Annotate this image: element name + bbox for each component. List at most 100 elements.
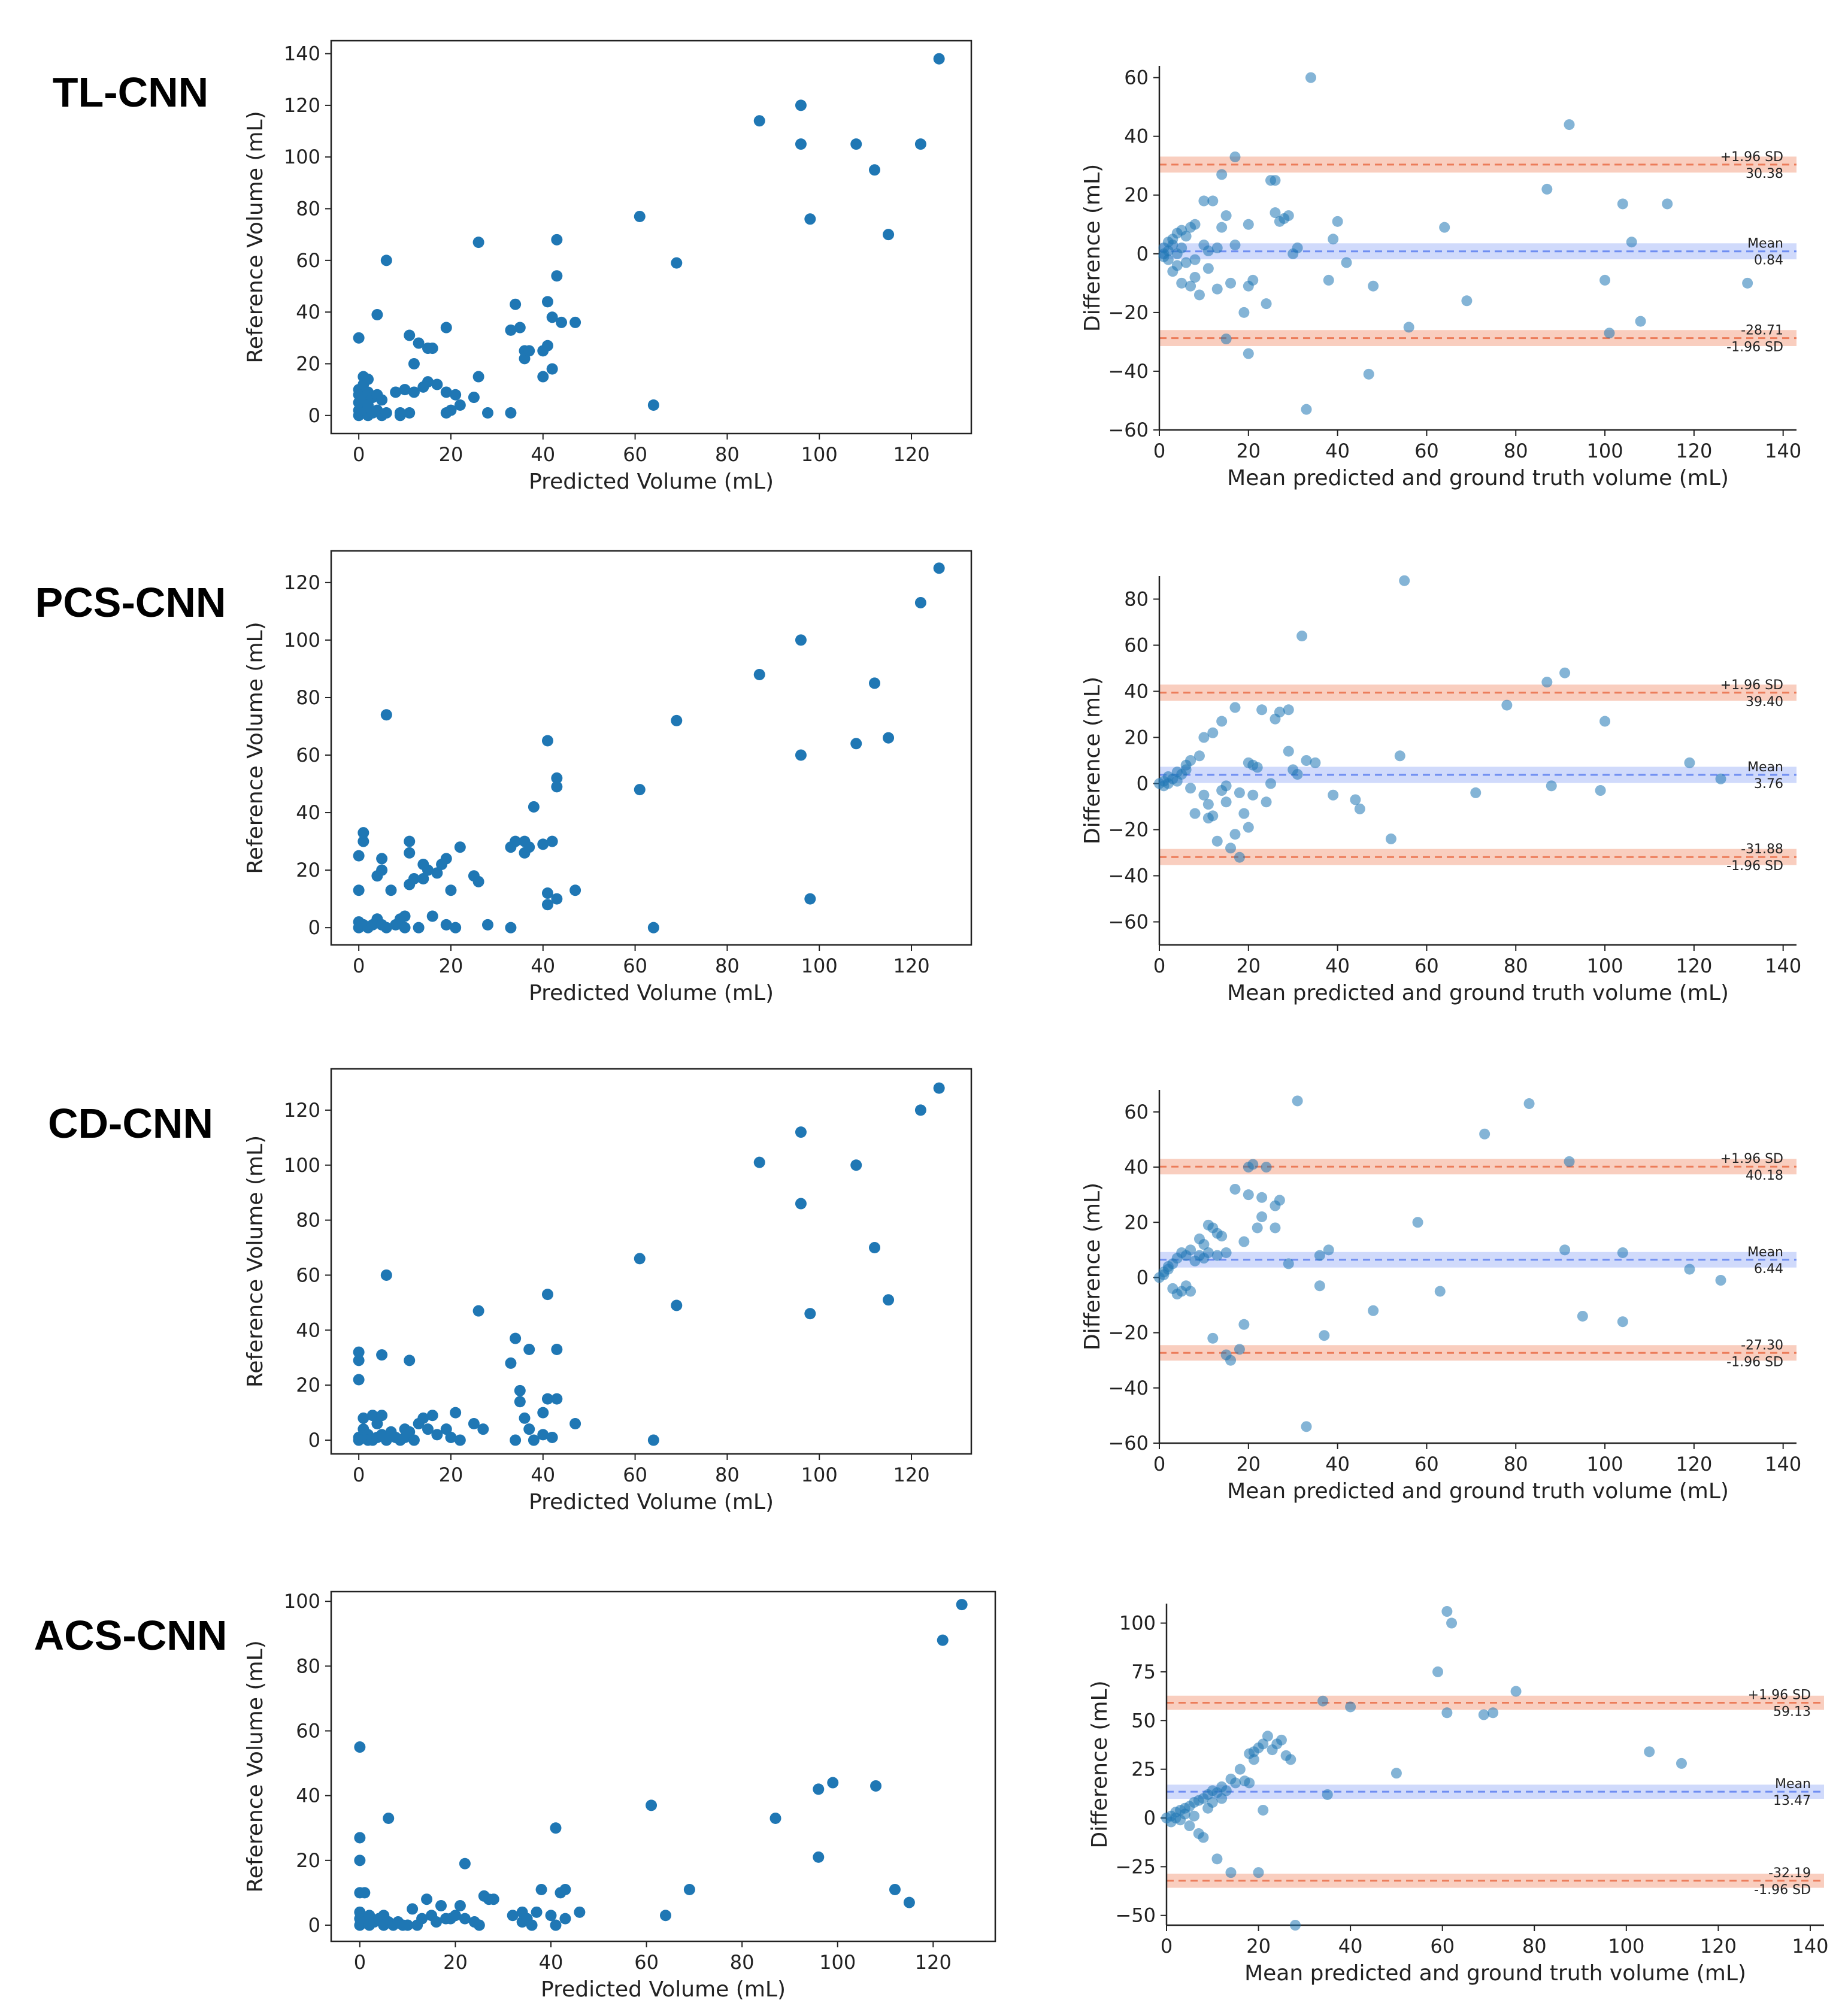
acs-ba-data-point <box>1184 1820 1195 1832</box>
pcs-scatter-data-point <box>850 738 862 750</box>
pcs-ba-x-axis-label: Mean predicted and ground truth volume (… <box>1227 981 1729 1005</box>
cd-ba-data-point <box>1270 1222 1281 1234</box>
tl-scatter-data-point <box>450 389 462 401</box>
cd-ba-data-point <box>1559 1244 1571 1256</box>
pcs-ba-data-point <box>1546 780 1557 792</box>
tl-scatter-data-point <box>537 371 549 383</box>
acs-scatter-data-point <box>459 1913 471 1925</box>
tl-scatter-xtick-label: 100 <box>801 443 838 466</box>
tl-ba-ytick-label: 0 <box>1137 243 1149 265</box>
pcs-ba-data-point <box>1265 778 1277 789</box>
tl-ba-data-point <box>1220 210 1232 222</box>
cd-scatter-ytick-label: 60 <box>296 1263 320 1286</box>
tl-ba-data-point <box>1283 210 1294 222</box>
tl-ba-data-point <box>1599 274 1611 286</box>
tl-ba-mean-label: Mean <box>1747 237 1783 252</box>
pcs-ba-xtick-label: 0 <box>1153 955 1165 977</box>
pcs-ba-data-point <box>1501 699 1513 711</box>
cd-scatter-xtick-label: 20 <box>439 1463 463 1486</box>
acs-scatter-data-point <box>507 1910 519 1922</box>
pcs-cnn-bland-altman-plot: +1.96 SD 39.40 Mean 3.76 -31.88 -1.96 SD 0 20 40… <box>1080 575 1801 1005</box>
acs-ba-data-point <box>1441 1707 1453 1719</box>
cd-ba-data-point <box>1292 1095 1303 1107</box>
cd-scatter-data-point <box>408 1434 420 1446</box>
acs-scatter-data-point <box>770 1813 781 1825</box>
tl-ba-data-point <box>1216 222 1228 233</box>
acs-ba-data-point <box>1289 1920 1301 1931</box>
pcs-scatter-data-point <box>671 714 683 726</box>
tl-scatter-data-point <box>413 337 425 349</box>
pcs-ba-data-point <box>1541 677 1553 688</box>
tl-ba-data-point <box>1189 272 1201 283</box>
tl-scatter-data-point <box>523 345 535 357</box>
tl-ba-data-point <box>1171 260 1183 271</box>
acs-scatter-xtick-label: 40 <box>539 1951 564 1974</box>
cd-ba-data-point <box>1274 1195 1285 1206</box>
pcs-ba-data-point <box>1310 757 1321 768</box>
tl-ba-lower-loa-value: -28.71 <box>1741 323 1783 338</box>
tl-scatter-data-point <box>514 322 526 334</box>
cd-ba-data-point <box>1368 1305 1379 1316</box>
pcs-ba-ytick-label: −20 <box>1108 819 1149 841</box>
tl-scatter-data-point <box>404 407 416 419</box>
cd-scatter-ytick-label: 40 <box>296 1319 320 1341</box>
cd-ba-data-point <box>1185 1244 1196 1256</box>
tl-scatter-data-point <box>371 308 383 320</box>
tl-scatter-data-point <box>426 343 438 354</box>
cd-ba-xtick-label: 100 <box>1587 1453 1623 1475</box>
pcs-scatter-data-point <box>385 884 397 896</box>
pcs-scatter-data-point <box>353 884 365 896</box>
pcs-ba-data-point <box>1256 704 1268 716</box>
tl-scatter-xtick-label: 40 <box>531 443 555 466</box>
acs-cnn-scatter-plot: 0 20 40 60 80 100 120 0 20 40 60 80 100 Predicted Vol… <box>243 1590 996 2002</box>
tl-ba-data-point <box>1216 169 1228 180</box>
tl-ba-data-point <box>1193 289 1205 301</box>
pcs-scatter-data-point <box>634 784 646 796</box>
pcs-ba-data-point <box>1185 755 1196 766</box>
pcs-scatter-data-point <box>380 922 392 934</box>
tl-scatter-data-point <box>510 298 522 310</box>
tl-scatter-data-point <box>454 399 466 411</box>
tl-ba-data-point <box>1176 277 1187 289</box>
tl-ba-data-point <box>1238 307 1250 318</box>
acs-ba-mean-value: 13.47 <box>1773 1793 1811 1808</box>
cd-ba-x-axis-label: Mean predicted and ground truth volume (… <box>1227 1479 1729 1504</box>
acs-ba-data-point <box>1317 1695 1329 1707</box>
tl-scatter-data-point <box>422 376 434 388</box>
acs-scatter-data-point <box>545 1910 557 1922</box>
cd-scatter-data-point <box>404 1355 416 1366</box>
acs-scatter-data-point <box>646 1799 658 1811</box>
acs-scatter-data-point <box>421 1893 433 1905</box>
cd-ba-ytick-label: 60 <box>1124 1101 1149 1123</box>
pcs-scatter-data-point <box>426 910 438 922</box>
acs-scatter-y-axis-label: Reference Volume (mL) <box>243 1640 268 1892</box>
cd-scatter-xtick-label: 100 <box>801 1463 838 1486</box>
tl-ba-data-point <box>1243 219 1254 230</box>
pcs-ba-xtick-label: 120 <box>1676 955 1712 977</box>
acs-scatter-xtick-label: 80 <box>730 1951 755 1974</box>
tl-ba-data-point <box>1461 295 1473 307</box>
tl-ba-data-point <box>1211 243 1223 253</box>
acs-ba-data-point <box>1230 1777 1241 1789</box>
pcs-scatter-data-point <box>546 835 558 847</box>
acs-scatter-ytick-label: 100 <box>284 1590 320 1613</box>
acs-scatter-xtick-label: 0 <box>354 1951 366 1974</box>
tl-ba-xtick-label: 100 <box>1587 440 1623 462</box>
cd-scatter-data-point <box>537 1407 549 1419</box>
pcs-scatter-ytick-label: 60 <box>296 744 320 766</box>
cd-scatter-data-point <box>804 1308 816 1320</box>
pcs-ba-data-point <box>1599 716 1611 727</box>
acs-scatter-data-point <box>354 1832 366 1844</box>
pcs-ba-data-point <box>1198 732 1210 743</box>
pcs-ba-data-point <box>1292 769 1303 780</box>
tl-scatter-data-point <box>440 386 452 398</box>
pcs-ba-data-point <box>1261 796 1272 808</box>
cd-ba-data-point <box>1238 1236 1250 1247</box>
tl-ba-ytick-label: −20 <box>1108 301 1149 324</box>
acs-ba-lower-loa-value: -32.19 <box>1768 1866 1811 1881</box>
tl-scatter-data-point <box>850 138 862 150</box>
cd-ba-data-point <box>1577 1310 1588 1322</box>
acs-scatter-x-axis-label: Predicted Volume (mL) <box>541 1977 786 2002</box>
cd-scatter-data-point <box>551 1393 563 1405</box>
